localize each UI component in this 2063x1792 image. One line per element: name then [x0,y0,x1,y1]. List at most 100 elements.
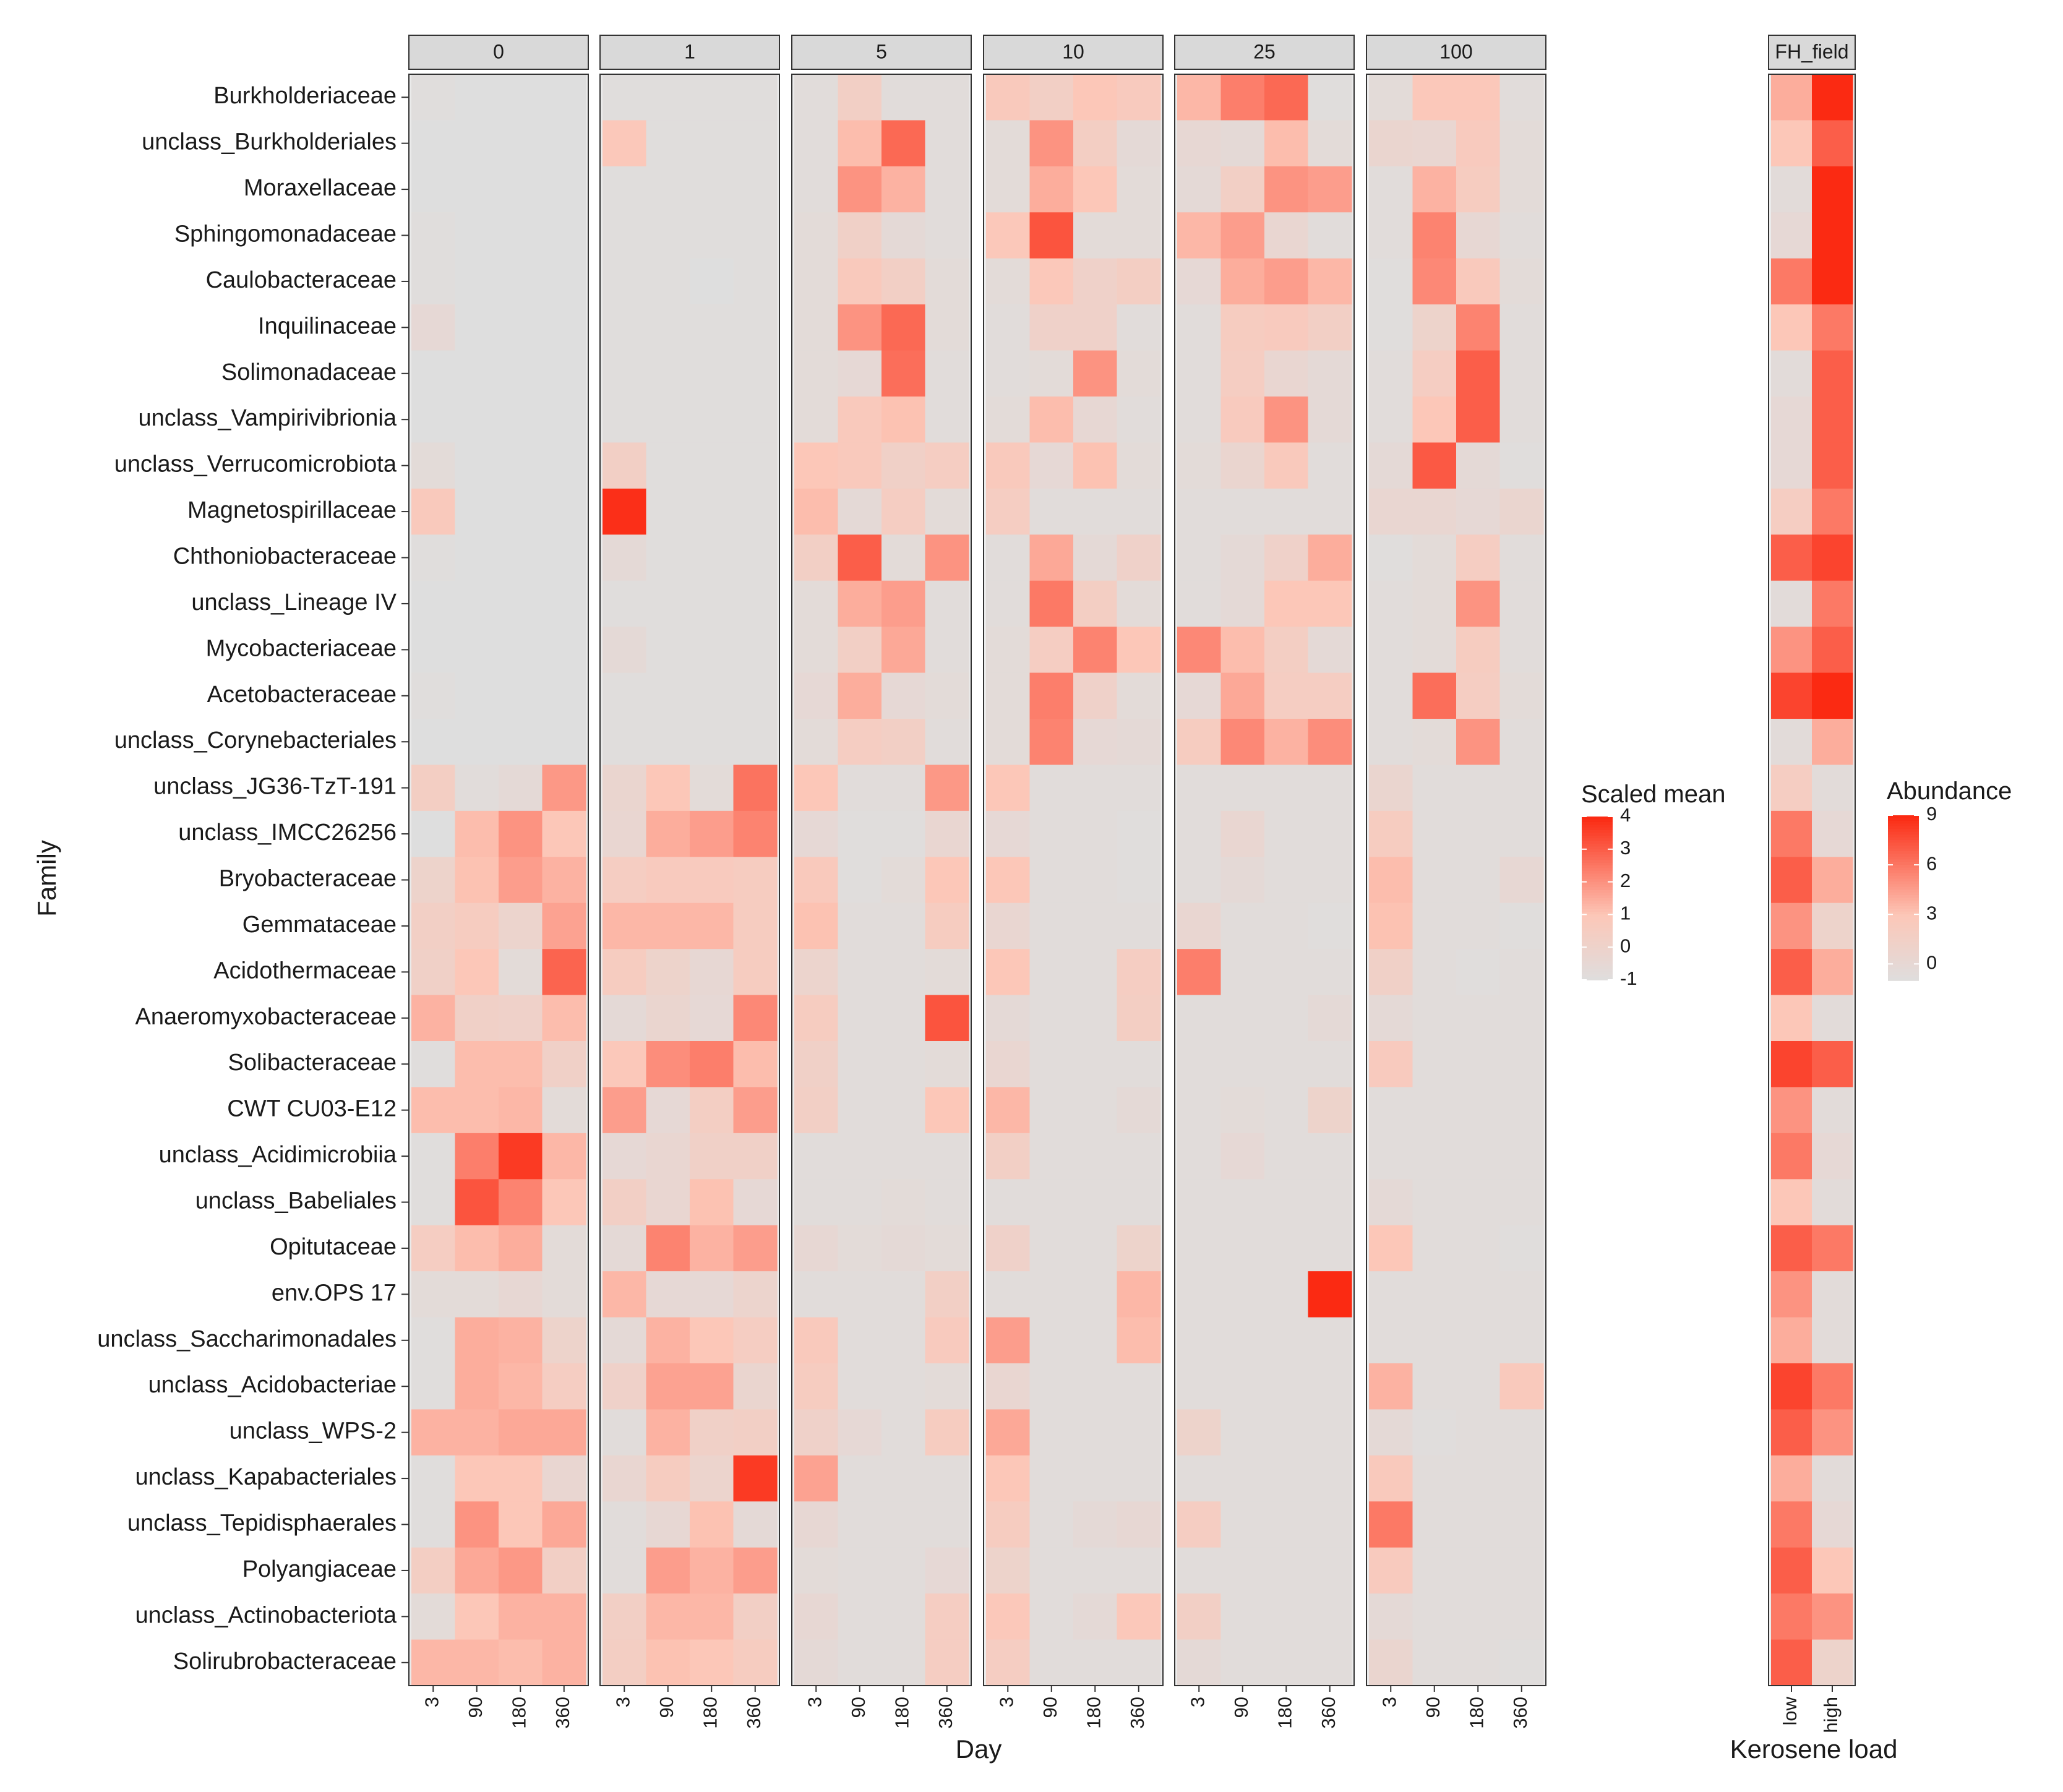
legend-tick-label: 2 [1620,870,1631,891]
heatmap-cell [646,672,690,719]
heatmap-cell [1073,1087,1118,1134]
heatmap-cell [881,672,926,719]
heatmap-cell [1117,74,1161,121]
heatmap-cell [1412,1041,1457,1088]
heatmap-cell [1029,810,1074,857]
legend-gradient-step [1582,876,1613,880]
heatmap-cell [925,1225,969,1272]
heatmap-cell [1264,1317,1309,1364]
legend-gradient-step [1582,958,1613,961]
heatmap-cell [1308,1409,1352,1456]
heatmap-cell [646,995,690,1042]
heatmap-cell [1308,1179,1352,1226]
heatmap-cell [455,1547,499,1594]
fh-heatmap-cell [1771,1317,1812,1364]
heatmap-cell [794,442,839,489]
heatmap-cell [1220,810,1265,857]
heatmap-cell [1456,397,1501,444]
heatmap-cell [1412,442,1457,489]
heatmap-cell [646,765,690,812]
heatmap-cell [838,304,882,351]
heatmap-cell [986,442,1031,489]
heatmap-cell [1117,902,1161,950]
heatmap-cell [1117,258,1161,305]
heatmap-cell [1073,1271,1118,1318]
heatmap-cell [925,1639,969,1686]
heatmap-cell [690,857,734,904]
heatmap-cell [1177,1087,1222,1134]
heatmap-cell [1499,949,1544,996]
heatmap-cell [1029,765,1074,812]
heatmap-cell [1177,627,1222,674]
heatmap-cell [733,1041,778,1088]
heatmap-cell [1117,534,1161,581]
heatmap-cell [925,1363,969,1410]
heatmap-cell [1029,1317,1074,1364]
heatmap-cell [1029,672,1074,719]
heatmap-cell [1220,1409,1265,1456]
heatmap-cell [499,1547,543,1594]
heatmap-cell [881,212,926,259]
x-tick-label: 90 [465,1697,486,1718]
legend-gradient-step [1888,875,1919,880]
heatmap-cell [1029,1133,1074,1180]
heatmap-cell [838,166,882,213]
heatmap-cell [1369,258,1413,305]
heatmap-cell [794,1547,839,1594]
heatmap-cell [1073,212,1118,259]
heatmap-cell [411,1547,456,1594]
heatmap-cell [1308,1225,1352,1272]
heatmap-cell [1499,1133,1544,1180]
heatmap-cell [1412,719,1457,766]
heatmap-cell [499,488,543,535]
heatmap-cell [794,627,839,674]
heatmap-cell [1117,304,1161,351]
heatmap-cell [1264,672,1309,719]
heatmap-cell [881,1363,926,1410]
heatmap-cell [838,1409,882,1456]
legend-gradient-step [1888,914,1919,918]
family-label: unclass_Lineage IV [191,589,397,615]
heatmap-cell [1369,857,1413,904]
heatmap-cell [1117,949,1161,996]
heatmap-cell [881,1501,926,1548]
heatmap-cell [542,1225,586,1272]
heatmap-cell [925,442,969,489]
heatmap-cell [881,580,926,627]
heatmap-cell [1499,258,1544,305]
legend-gradient-step [1582,944,1613,948]
heatmap-cell [925,258,969,305]
heatmap-cell [499,902,543,950]
heatmap-cell [603,304,647,351]
heatmap-cell [881,995,926,1042]
legend-gradient-step [1888,945,1919,948]
heatmap-cell [646,627,690,674]
fh-heatmap-cell [1771,166,1812,213]
heatmap-cell [603,902,647,950]
legend-tick-label: 6 [1926,852,1937,874]
x-tick-label: 3 [1378,1697,1400,1707]
family-label: unclass_Corynebacteriales [114,727,397,753]
heatmap-cell [1220,442,1265,489]
legend-gradient-step [1888,886,1919,890]
heatmap-cell [455,1271,499,1318]
heatmap-cell [1499,1087,1544,1134]
heatmap-cell [1264,1639,1309,1686]
heatmap-cell [455,902,499,950]
heatmap-cell [455,1179,499,1226]
fh-heatmap-cell [1812,949,1853,996]
heatmap-cell [1220,350,1265,397]
fh-heatmap-cell [1771,1041,1812,1088]
family-label: unclass_Vampirivibrionia [139,405,397,431]
family-label: unclass_Actinobacteriota [135,1602,397,1628]
heatmap-cell [690,580,734,627]
heatmap-cell [1308,1133,1352,1180]
heatmap-cell [733,534,778,581]
heatmap-cell [411,1133,456,1180]
heatmap-cell [542,949,586,996]
heatmap-cell [690,258,734,305]
heatmap-cell [690,1639,734,1686]
heatmap-cell [794,857,839,904]
heatmap-cell [1308,258,1352,305]
legend-gradient-step [1888,878,1919,882]
